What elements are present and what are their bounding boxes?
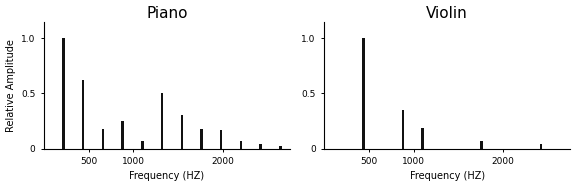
Bar <box>259 144 262 148</box>
Bar <box>220 130 222 148</box>
Bar <box>401 110 404 148</box>
Bar <box>82 80 85 148</box>
Bar <box>540 144 542 148</box>
Bar <box>480 141 483 148</box>
Bar <box>180 115 183 148</box>
Bar <box>422 128 424 148</box>
Bar <box>161 94 164 148</box>
Bar <box>279 146 282 148</box>
Bar <box>362 38 365 148</box>
X-axis label: Frequency (HZ): Frequency (HZ) <box>130 171 204 181</box>
Bar <box>122 121 124 148</box>
Bar <box>200 129 203 148</box>
Title: Piano: Piano <box>146 6 188 21</box>
Title: Violin: Violin <box>426 6 468 21</box>
Bar <box>141 141 143 148</box>
X-axis label: Frequency (HZ): Frequency (HZ) <box>410 171 485 181</box>
Bar <box>62 38 65 148</box>
Y-axis label: Relative Amplitude: Relative Amplitude <box>6 39 16 132</box>
Bar <box>240 141 242 148</box>
Bar <box>102 129 104 148</box>
